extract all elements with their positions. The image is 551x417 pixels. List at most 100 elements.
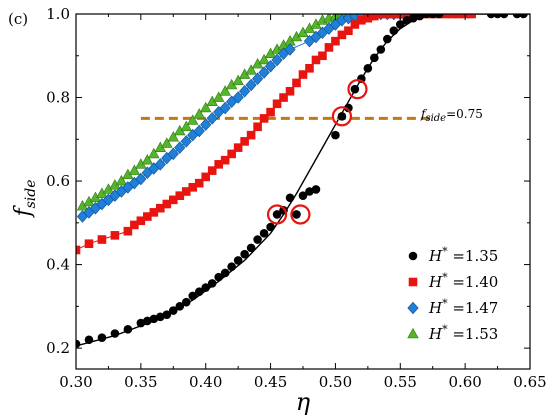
data-point-triangle	[245, 64, 257, 75]
x-tick-label: 0.65	[513, 373, 546, 391]
data-point-square	[246, 130, 256, 140]
data-point-square	[331, 36, 340, 46]
data-point-square	[175, 191, 185, 200]
data-point-triangle	[232, 74, 244, 86]
data-point-square	[383, 14, 392, 19]
data-point-diamond	[167, 147, 179, 161]
x-tick-label: 0.35	[124, 373, 157, 391]
data-point-circle	[253, 235, 262, 244]
data-point-circle	[136, 318, 146, 328]
legend-marker-diamond	[407, 301, 419, 315]
legend-marker-circle	[408, 251, 418, 261]
y-tick-label: 0.8	[46, 89, 70, 107]
y-axis-title-sub: side	[23, 179, 39, 208]
data-point-circle	[486, 14, 496, 19]
axes: 0.30 0.35 0.40 0.45 0.50 0.55 0.60 0.65 0.2 0.4 0.…	[46, 5, 547, 391]
data-point-circle	[272, 210, 282, 219]
data-point-circle	[233, 256, 243, 265]
data-point-circle	[331, 130, 340, 140]
data-point-diamond	[180, 135, 192, 148]
legend-label-value: =1.53	[448, 325, 499, 343]
data-point-circle	[143, 316, 152, 326]
y-axis-title: fside	[11, 179, 39, 218]
data-point-square	[110, 231, 120, 240]
data-point-circle	[415, 14, 425, 21]
data-point-square	[259, 114, 269, 123]
data-point-circle	[259, 228, 269, 238]
data-point-diamond	[245, 78, 257, 92]
x-tick-label: 0.40	[189, 373, 222, 391]
data-point-circle	[181, 297, 191, 307]
data-point-square	[318, 51, 327, 61]
data-point-circle	[363, 63, 373, 73]
highlight-ring	[331, 106, 353, 127]
data-point-circle	[227, 262, 236, 271]
data-point-square	[447, 14, 457, 19]
data-point-circle	[285, 193, 295, 203]
data-point-circle	[512, 14, 522, 19]
data-point-circle	[207, 279, 217, 288]
data-point-circle	[76, 339, 81, 349]
data-point-circle	[246, 243, 256, 253]
data-point-diamond	[219, 101, 231, 115]
data-point-triangle	[219, 85, 231, 96]
data-point-square	[441, 14, 450, 19]
data-point-circle	[149, 314, 159, 324]
data-point-square	[194, 178, 204, 188]
data-point-square	[156, 203, 165, 213]
data-point-circle	[350, 84, 360, 94]
data-point-square	[467, 14, 476, 19]
data-point-square	[305, 63, 314, 73]
data-point-square	[311, 55, 321, 65]
data-point-diamond	[154, 158, 166, 171]
data-point-square	[298, 70, 308, 79]
data-point-square	[240, 137, 249, 146]
legend-label: H* =1.53	[428, 323, 498, 343]
legend-label: H* =1.47	[428, 297, 498, 317]
data-point-square	[188, 183, 198, 192]
data-point-circle	[266, 222, 275, 232]
data-point-square	[454, 14, 463, 19]
data-point-square	[181, 187, 191, 196]
data-point-square	[130, 220, 139, 230]
data-point-triangle	[128, 164, 141, 175]
data-point-square	[227, 149, 236, 159]
legend-label-var: H	[428, 325, 443, 343]
y-tick-label: 0.4	[46, 256, 70, 274]
data-point-square	[337, 30, 347, 40]
legend-label-star: *	[442, 245, 448, 258]
data-point-diamond	[174, 141, 186, 154]
data-point-triangle	[193, 108, 205, 119]
data-point-square	[207, 166, 217, 175]
data-point-circle	[370, 53, 379, 63]
data-point-triangle	[212, 91, 225, 102]
reference-line-label: fside=0.75	[420, 107, 483, 124]
data-point-circle	[389, 26, 399, 36]
x-axis-title: η	[296, 388, 311, 416]
data-point-square	[143, 212, 152, 221]
y-tick-label: 1.0	[46, 5, 70, 23]
data-point-square	[292, 78, 301, 88]
legend-label-var: H	[428, 273, 443, 291]
highlight-ring	[290, 204, 311, 225]
reference-label-value: =0.75	[446, 107, 483, 121]
data-point-circle	[188, 291, 198, 301]
data-point-square	[363, 14, 373, 23]
data-point-square	[220, 155, 230, 165]
data-point-triangle	[167, 131, 179, 142]
data-point-diamond	[232, 91, 244, 104]
data-point-triangle	[115, 174, 128, 186]
reference-label-sub: side	[425, 113, 446, 124]
data-point-square	[350, 20, 360, 29]
data-point-circle	[519, 14, 528, 19]
data-point-square	[201, 172, 211, 182]
data-point-diamond	[264, 59, 277, 73]
legend-label-value: =1.47	[448, 299, 499, 317]
data-point-square	[324, 43, 334, 52]
data-point-circle	[240, 249, 249, 259]
data-point-circle	[395, 20, 405, 29]
data-point-square	[272, 99, 282, 109]
data-point-triangle	[148, 147, 160, 159]
data-point-square	[162, 199, 172, 209]
data-point-circle	[298, 191, 308, 200]
